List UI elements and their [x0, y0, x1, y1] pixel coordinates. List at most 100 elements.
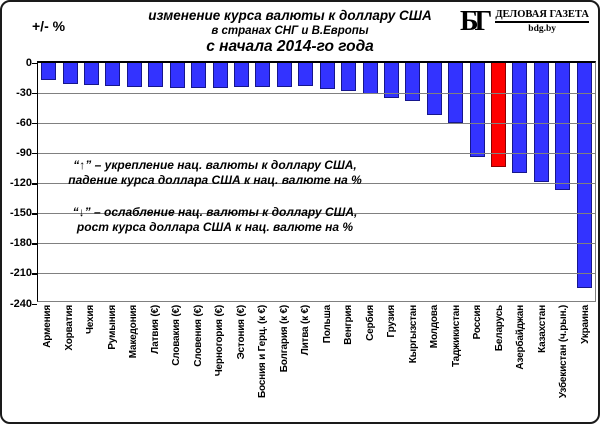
x-label-slot: Казахстан — [532, 305, 554, 422]
bar-Румыния — [105, 63, 121, 87]
logo-website: bdg.by — [528, 24, 557, 34]
bar-Украина — [576, 63, 592, 288]
annotation-depreciation: “↓” – ослабление нац. валюты к доллару С… — [60, 205, 370, 235]
bar-slot — [488, 63, 509, 301]
x-label-slot: Украина — [575, 305, 597, 422]
x-axis-label-Польша: Польша — [321, 305, 333, 344]
bar-slot — [316, 63, 337, 301]
x-label-slot: Венгрия — [338, 305, 360, 422]
x-axis-label-Литва (к €): Литва (к €) — [300, 305, 312, 356]
bar-Сербия — [362, 63, 378, 95]
chart-title-line1: изменение курса валюты к доллару США — [148, 8, 432, 23]
bar-Узбекистан (ч.рын.) — [555, 63, 571, 190]
x-axis-label-Венгрия: Венгрия — [343, 305, 355, 345]
x-axis-label-Хорватия: Хорватия — [63, 305, 75, 351]
annotation-appreciation-line1: “↑” – укрепление нац. валюты к доллару С… — [73, 158, 357, 172]
logo-monogram: БГ — [459, 6, 492, 37]
gridline--60 — [38, 122, 595, 124]
x-label-slot: Чехия — [80, 305, 102, 422]
x-label-slot: Македония — [123, 305, 145, 422]
bar-slot — [124, 63, 145, 301]
bar-slot — [81, 63, 102, 301]
x-axis-label-Узбекистан (ч.рын.): Узбекистан (ч.рын.) — [558, 305, 570, 399]
gridline--150 — [38, 213, 595, 215]
bar-Польша — [319, 63, 335, 90]
bar-slot — [552, 63, 573, 301]
x-axis-label-Молдова: Молдова — [429, 305, 441, 349]
annotation-appreciation-line2: падение курса доллара США к нац. валюте … — [68, 173, 362, 187]
bar-Литва (к €) — [298, 63, 314, 87]
y-axis-tick — [32, 62, 37, 64]
x-label-slot: Болгария (к €) — [274, 305, 296, 422]
x-label-slot: Словения (€) — [188, 305, 210, 422]
bar-slot — [167, 63, 188, 301]
bar-Россия — [469, 63, 485, 158]
y-axis-tick — [32, 213, 37, 215]
bar-slot — [402, 63, 423, 301]
y-axis-label--210: -210 — [9, 267, 32, 280]
y-axis-tick — [32, 122, 37, 125]
x-axis-label-Эстония (€): Эстония (€) — [235, 305, 247, 360]
bar-slot — [231, 63, 252, 301]
x-axis-label-Словакия (€): Словакия (€) — [171, 305, 183, 366]
bar-slot — [209, 63, 230, 301]
newspaper-logo: БГ ДЕЛОВАЯ ГАЗЕТА bdg.by — [459, 6, 589, 37]
x-label-slot: Кыргызстан — [403, 305, 425, 422]
gridline--180 — [38, 243, 595, 245]
y-axis-label--150: -150 — [9, 207, 32, 220]
y-axis-label--60: -60 — [16, 116, 32, 129]
y-axis-label-0: 0 — [25, 56, 32, 69]
x-label-slot: Грузия — [381, 305, 403, 422]
bar-Беларусь — [491, 63, 507, 168]
gridline--120 — [38, 183, 595, 184]
chart-title-block: изменение курса валюты к доллару США в с… — [112, 8, 468, 56]
x-axis-label-Таджикистан: Таджикистан — [450, 305, 462, 368]
x-label-slot: Молдова — [424, 305, 446, 422]
x-axis-label-Румыния: Румыния — [106, 305, 118, 350]
x-axis-label-Беларусь: Беларусь — [493, 305, 505, 352]
x-label-slot: Литва (к €) — [295, 305, 317, 422]
x-axis-label-Чехия: Чехия — [85, 305, 97, 335]
gridline--30 — [38, 92, 595, 94]
bar-slot — [252, 63, 273, 301]
y-axis-tick — [32, 303, 37, 305]
bar-Молдова — [426, 63, 442, 116]
chart-title-line3: с начала 2014-го года — [206, 38, 374, 55]
y-axis-label--180: -180 — [9, 237, 32, 250]
y-axis-tick — [32, 152, 37, 155]
bar-slot — [445, 63, 466, 301]
x-axis-label-Босния и Герц. (к €): Босния и Герц. (к €) — [257, 305, 269, 398]
bar-Македония — [126, 63, 142, 88]
y-axis-tick — [32, 273, 37, 275]
bar-slot — [531, 63, 552, 301]
bar-slot — [145, 63, 166, 301]
y-axis-label--30: -30 — [16, 86, 32, 99]
x-label-slot: Таджикистан — [446, 305, 468, 422]
bar-Словакия (€) — [169, 63, 185, 89]
bar-Армения — [41, 63, 57, 81]
bar-Венгрия — [341, 63, 357, 92]
legend-annotations: “↑” – укрепление нац. валюты к доллару С… — [60, 158, 370, 235]
y-axis-tick — [32, 183, 37, 185]
x-axis-label-Грузия: Грузия — [386, 305, 398, 338]
x-label-slot: Узбекистан (ч.рын.) — [553, 305, 575, 422]
bar-Болгария (к €) — [276, 63, 292, 88]
x-label-slot: Эстония (€) — [231, 305, 253, 422]
x-axis-label-Латвия (€): Латвия (€) — [149, 305, 161, 354]
bar-slot — [466, 63, 487, 301]
y-axis-label--240: -240 — [9, 297, 32, 310]
bar-Черногория (€) — [212, 63, 228, 89]
bar-series — [38, 63, 595, 301]
x-axis-label-Россия: Россия — [472, 305, 484, 340]
x-axis-label-Армения: Армения — [42, 305, 54, 348]
bar-slot — [381, 63, 402, 301]
bar-slot — [102, 63, 123, 301]
x-label-slot: Россия — [467, 305, 489, 422]
x-axis-label-Украина: Украина — [579, 305, 591, 344]
bar-slot — [295, 63, 316, 301]
bar-Грузия — [383, 63, 399, 99]
x-label-slot: Сербия — [360, 305, 382, 422]
y-axis-label--90: -90 — [16, 146, 32, 159]
bar-slot — [274, 63, 295, 301]
